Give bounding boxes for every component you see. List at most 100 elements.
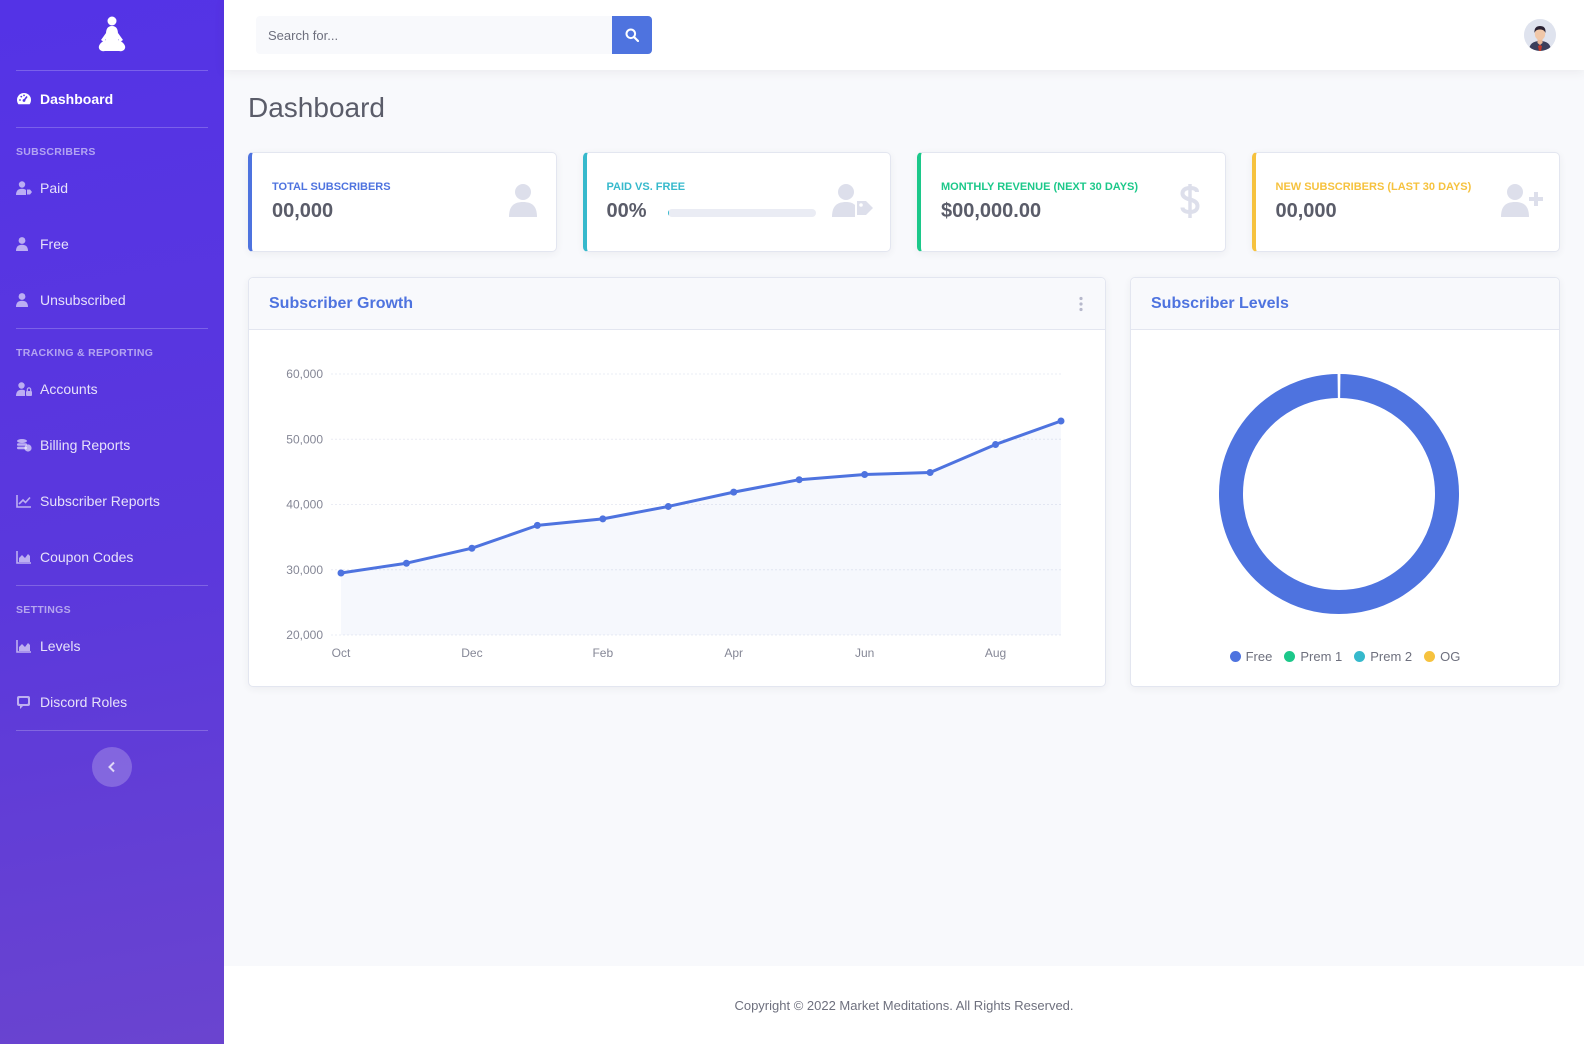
data-point[interactable] [337, 569, 345, 577]
data-point[interactable] [992, 440, 1000, 448]
card-label: Total Subscribers [272, 181, 391, 193]
chevron-left-icon [108, 761, 115, 773]
sidebar-item-free[interactable]: Free [0, 216, 224, 272]
sidebar-item-levels[interactable]: Levels [0, 618, 224, 674]
sidebar-item-dashboard[interactable]: Dashboard [0, 71, 224, 127]
sidebar-item-label: Paid [40, 180, 69, 196]
discord-icon [17, 696, 30, 709]
area-chart-icon [16, 551, 31, 564]
card-monthly-revenue: Monthly Revenue (Next 30 Days) $00,000.0… [917, 152, 1226, 252]
topbar [224, 0, 1584, 70]
search-icon [625, 28, 639, 42]
meditation-figure-icon [98, 16, 126, 52]
subscriber-levels-donut-chart [1219, 374, 1459, 614]
users-lock-icon [16, 382, 32, 396]
data-point[interactable] [468, 544, 476, 552]
card-paid-vs-free: Paid vs. Free 00% [582, 152, 891, 252]
sidebar-item-label: Discord Roles [40, 694, 128, 710]
card-label: New Subscribers (Last 30 Days) [1275, 181, 1472, 193]
sidebar-heading-subscribers: Subscribers [16, 146, 96, 158]
x-tick-label: Oct [332, 646, 351, 660]
search-button[interactable] [612, 16, 652, 54]
data-point[interactable] [599, 515, 607, 523]
chart-legend: Free Prem 1 Prem 2 OG [1131, 649, 1559, 664]
legend-label: Prem 2 [1370, 649, 1413, 664]
user-tag-icon [16, 181, 32, 195]
sidebar-divider [16, 585, 208, 586]
sidebar-item-label: Dashboard [40, 91, 114, 107]
data-point[interactable] [402, 559, 410, 567]
legend-label: Free [1245, 649, 1273, 664]
card-value: $00,000.00 [941, 200, 1042, 222]
data-point[interactable] [795, 476, 803, 484]
card-value: 00,000 [272, 200, 334, 222]
data-point[interactable] [730, 488, 738, 496]
series-area [341, 420, 1061, 635]
sidebar-item-label: Billing Reports [40, 437, 131, 453]
sidebar: Dashboard Subscribers Paid Free Unsubscr… [0, 0, 224, 1044]
card-label: Monthly Revenue (Next 30 Days) [941, 181, 1139, 193]
panel-header: Subscriber Levels [1131, 278, 1559, 330]
progress-fill [667, 209, 669, 217]
panel-header: Subscriber Growth [249, 278, 1105, 330]
kpi-cards: Total Subscribers 00,000 Paid vs. Free 0… [248, 152, 1560, 252]
panel-title: Subscriber Growth [269, 294, 414, 312]
vertical-ellipsis-icon[interactable] [1079, 296, 1083, 312]
data-point[interactable] [533, 521, 541, 529]
sidebar-item-discord-roles[interactable]: Discord Roles [0, 674, 224, 730]
y-tick-label: 30,000 [286, 563, 323, 577]
copyright-text: Copyright © 2022 Market Meditations. All… [734, 997, 1074, 1013]
x-tick-label: Aug [985, 646, 1006, 660]
legend-swatch [1424, 651, 1436, 662]
legend-item[interactable]: Free [1229, 649, 1273, 664]
x-tick-label: Feb [592, 646, 613, 660]
y-tick-label: 20,000 [286, 628, 323, 642]
data-point[interactable] [926, 469, 934, 477]
paid-free-progress-bar [667, 209, 816, 217]
y-tick-label: 50,000 [286, 432, 323, 446]
legend-swatch [1284, 651, 1296, 662]
subscriber-growth-panel: Subscriber Growth 20,000 30,000 40,000 50,0… [248, 277, 1106, 687]
sidebar-item-paid[interactable]: Paid [0, 160, 224, 216]
subscriber-growth-chart: 20,000 30,000 40,000 50,000 60,000 Oct Dec Feb A… [286, 367, 1065, 660]
legend-item[interactable]: Prem 2 [1354, 649, 1412, 664]
sidebar-toggle-button[interactable] [92, 747, 132, 787]
x-tick-label: Dec [461, 646, 482, 660]
card-value: 00,000 [1275, 200, 1337, 222]
sidebar-item-billing-reports[interactable]: Billing Reports [0, 417, 224, 473]
legend-label: OG [1440, 649, 1461, 664]
sidebar-item-label: Unsubscribed [40, 292, 126, 308]
y-tick-label: 60,000 [286, 367, 323, 381]
data-point[interactable] [861, 470, 869, 478]
footer: Copyright © 2022 Market Meditations. All… [224, 966, 1584, 1044]
legend-item[interactable]: Prem 1 [1284, 649, 1342, 664]
sidebar-item-accounts[interactable]: Accounts [0, 361, 224, 417]
sidebar-item-subscriber-reports[interactable]: Subscriber Reports [0, 473, 224, 529]
area-chart-icon [16, 640, 31, 653]
card-new-subscribers: New Subscribers (Last 30 Days) 00,000 [1251, 152, 1560, 252]
sidebar-item-label: Free [40, 236, 69, 252]
brand-logo[interactable] [0, 0, 224, 70]
user-plus-icon [1501, 184, 1543, 217]
series-line [340, 419, 1062, 575]
sidebar-item-label: Subscriber Reports [40, 493, 160, 509]
donut-slice[interactable] [1219, 374, 1459, 614]
sidebar-divider [16, 70, 208, 71]
sidebar-divider [16, 730, 208, 731]
data-point[interactable] [1057, 417, 1065, 425]
coins-icon [17, 439, 32, 452]
page-title: Dashboard [248, 92, 385, 123]
sidebar-heading-tracking: Tracking & Reporting [16, 347, 154, 359]
x-tick-label: Jun [855, 646, 874, 660]
legend-swatch [1354, 651, 1366, 662]
user-avatar-icon [1524, 19, 1556, 51]
search-input[interactable] [256, 16, 612, 54]
y-tick-label: 40,000 [286, 498, 323, 512]
legend-item[interactable]: OG [1424, 649, 1460, 664]
sidebar-item-coupon-codes[interactable]: Coupon Codes [0, 529, 224, 585]
user-avatar[interactable] [1524, 19, 1556, 51]
sidebar-item-label: Levels [40, 638, 81, 654]
legend-label: Prem 1 [1300, 649, 1343, 664]
sidebar-item-unsubscribed[interactable]: Unsubscribed [0, 272, 224, 328]
data-point[interactable] [664, 502, 672, 510]
